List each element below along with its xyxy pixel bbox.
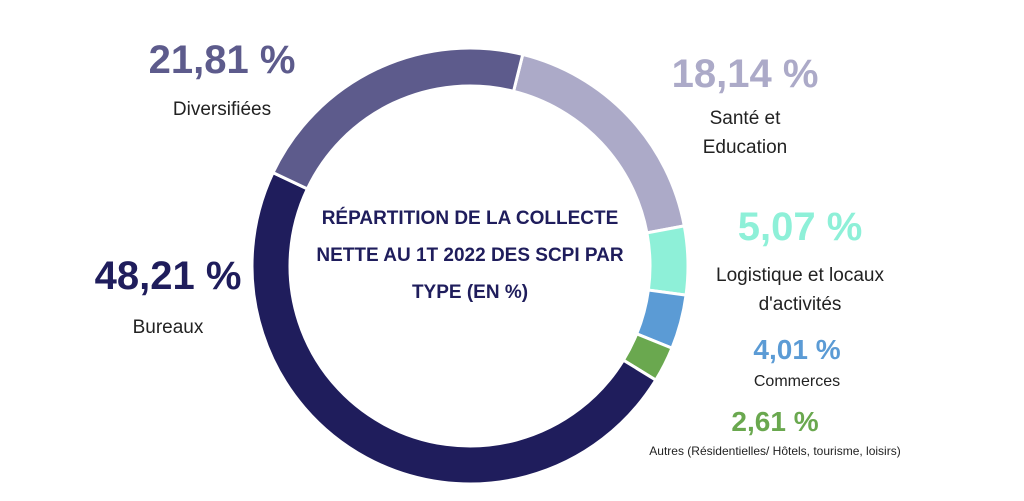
category-label: Logistique et locaux d'activités bbox=[716, 265, 884, 315]
value-label: 18,14 % bbox=[671, 52, 819, 96]
value-label: 2,61 % bbox=[731, 406, 819, 437]
category-label: Autres (Résidentielles/ Hôtels, tourisme… bbox=[649, 444, 901, 458]
value-label: 48,21 % bbox=[94, 254, 242, 298]
value-label: 5,07 % bbox=[737, 205, 863, 249]
category-label: Diversifiées bbox=[172, 99, 272, 120]
category-label: Santé et Education bbox=[702, 108, 788, 158]
donut-segment bbox=[250, 170, 658, 486]
value-label: 21,81 % bbox=[148, 38, 296, 82]
value-label: 4,01 % bbox=[753, 334, 841, 365]
donut-segment bbox=[271, 46, 525, 191]
category-label: Bureaux bbox=[132, 317, 204, 338]
chart-title: RÉPARTITION DE LA COLLECTE NETTE AU 1T 2… bbox=[316, 208, 624, 303]
donut-segment bbox=[645, 224, 690, 297]
category-label: Commerces bbox=[753, 373, 841, 390]
